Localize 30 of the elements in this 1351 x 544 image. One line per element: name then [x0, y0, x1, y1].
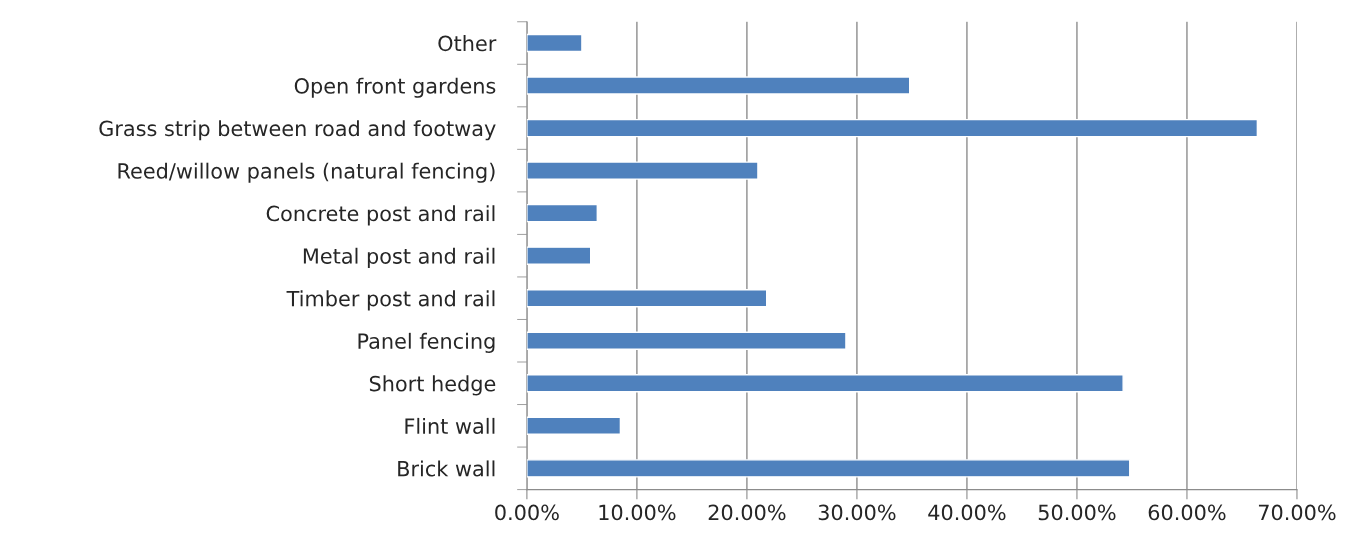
bar	[526, 289, 768, 308]
x-tick-label: 60.00%	[1148, 504, 1226, 521]
bar	[526, 246, 592, 265]
y-tick-label: Metal post and rail	[303, 247, 495, 268]
x-tick-label: 40.00%	[928, 504, 1006, 521]
bar	[526, 203, 598, 223]
bar	[526, 76, 911, 95]
bar	[526, 416, 622, 436]
x-tick-label: 20.00%	[708, 504, 786, 521]
x-tick-label: 10.00%	[599, 504, 676, 521]
y-tick-label: Panel fencing	[358, 332, 495, 353]
y-tick-label: Short hedge	[369, 375, 496, 396]
bar	[526, 331, 847, 350]
y-tick-label: Brick wall	[398, 460, 495, 477]
bar	[526, 161, 759, 180]
y-tick-label: Reed/willow panels (natural fencing)	[118, 162, 495, 183]
y-tick-label: Open front gardens	[294, 77, 496, 98]
x-tick-label: 30.00%	[818, 504, 896, 521]
x-tick-label: 50.00%	[1038, 504, 1116, 521]
y-tick-label: Timber post and rail	[286, 290, 495, 311]
bar	[526, 374, 1124, 393]
x-tick-label: 0.00%	[495, 504, 559, 521]
y-tick-label: Concrete post and rail	[266, 205, 495, 226]
bar	[526, 459, 1131, 478]
bar	[526, 118, 1259, 138]
y-tick-label: Other	[438, 35, 497, 52]
x-tick-label: 70.00%	[1258, 504, 1336, 521]
y-tick-label: Flint wall	[405, 417, 495, 435]
y-tick-label: Grass strip between road and footway	[99, 120, 496, 141]
bar	[526, 33, 583, 53]
